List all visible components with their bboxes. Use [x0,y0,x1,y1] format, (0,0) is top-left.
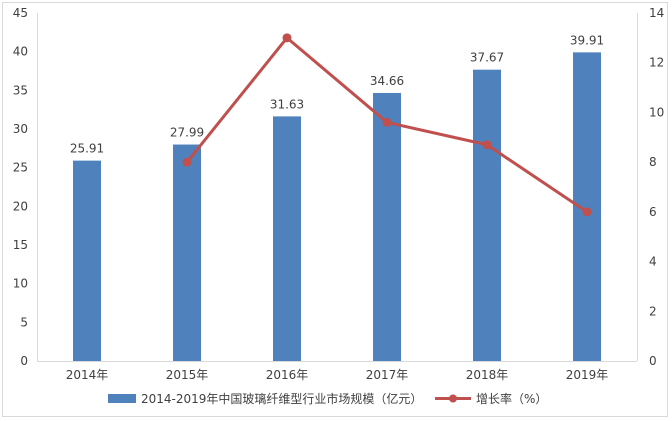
y-left-tick-label: 25 [13,161,28,175]
y-left-tick-label: 30 [13,122,28,136]
x-tick-label: 2018年 [466,368,509,382]
x-tick-label: 2016年 [266,368,309,382]
y-left-tick-label: 15 [13,238,28,252]
growth-rate-point [482,140,492,150]
y-left-tick-label: 40 [13,45,28,59]
y-left-tick-label: 35 [13,83,28,97]
bar-data-label: 37.67 [470,51,504,65]
bar-data-label: 27.99 [170,126,204,140]
y-right-tick-label: 4 [649,255,657,269]
y-left-tick-label: 20 [13,199,28,213]
line-series [182,33,592,217]
legend-swatch-bar [108,394,136,403]
y-right-ticks: 0 2 4 6 8 10 12 14 [649,6,664,368]
y-left-tick-label: 5 [20,315,28,329]
x-tick-label: 2017年 [366,368,409,382]
growth-rate-point [182,157,192,167]
bar-2015年 [173,144,201,361]
bar-data-label: 25.91 [70,142,104,156]
legend-swatch-line-marker [449,394,457,403]
y-right-tick-label: 10 [649,105,664,119]
x-tick-label: 2014年 [66,368,109,382]
legend-label-line: 增长率（%） [476,391,547,406]
x-tick-label: 2015年 [166,368,209,382]
growth-rate-point [382,117,392,127]
legend-label-bar: 2014-2019年中国玻璃纤维型行业市场规模（亿元） [141,391,422,406]
bar-data-labels: 25.91 27.99 31.63 34.66 37.67 39.91 [70,33,604,155]
bar-2016年 [273,116,301,361]
bar-data-label: 31.63 [270,97,304,111]
x-tick-label: 2019年 [566,368,609,382]
bar-2018年 [473,69,501,361]
bar-data-label: 39.91 [570,33,604,47]
axes [37,13,638,362]
y-right-tick-label: 6 [649,205,657,219]
y-right-tick-label: 0 [649,354,657,368]
legend: 2014-2019年中国玻璃纤维型行业市场规模（亿元） 增长率（%） [108,391,547,406]
y-left-tick-label: 0 [20,354,28,368]
bar-2014年 [73,160,101,361]
bar-series [73,52,601,361]
y-right-tick-label: 14 [649,6,664,20]
y-right-tick-label: 2 [649,304,657,318]
x-axis-ticks: 2014年 2015年 2016年 2017年 2018年 2019年 [66,368,609,382]
chart-frame: 25.91 27.99 31.63 34.66 37.67 39.91 2014年 2015… [2,2,668,417]
y-left-tick-label: 45 [13,6,28,20]
bar-2017年 [373,92,401,361]
bar-data-label: 34.66 [370,74,404,88]
y-left-ticks: 0 5 10 15 20 25 30 35 40 45 [13,6,28,368]
growth-rate-point [282,33,292,43]
y-left-tick-label: 10 [13,277,28,291]
growth-rate-point [582,207,592,217]
y-right-tick-label: 12 [649,56,664,70]
y-right-tick-label: 8 [649,155,657,169]
